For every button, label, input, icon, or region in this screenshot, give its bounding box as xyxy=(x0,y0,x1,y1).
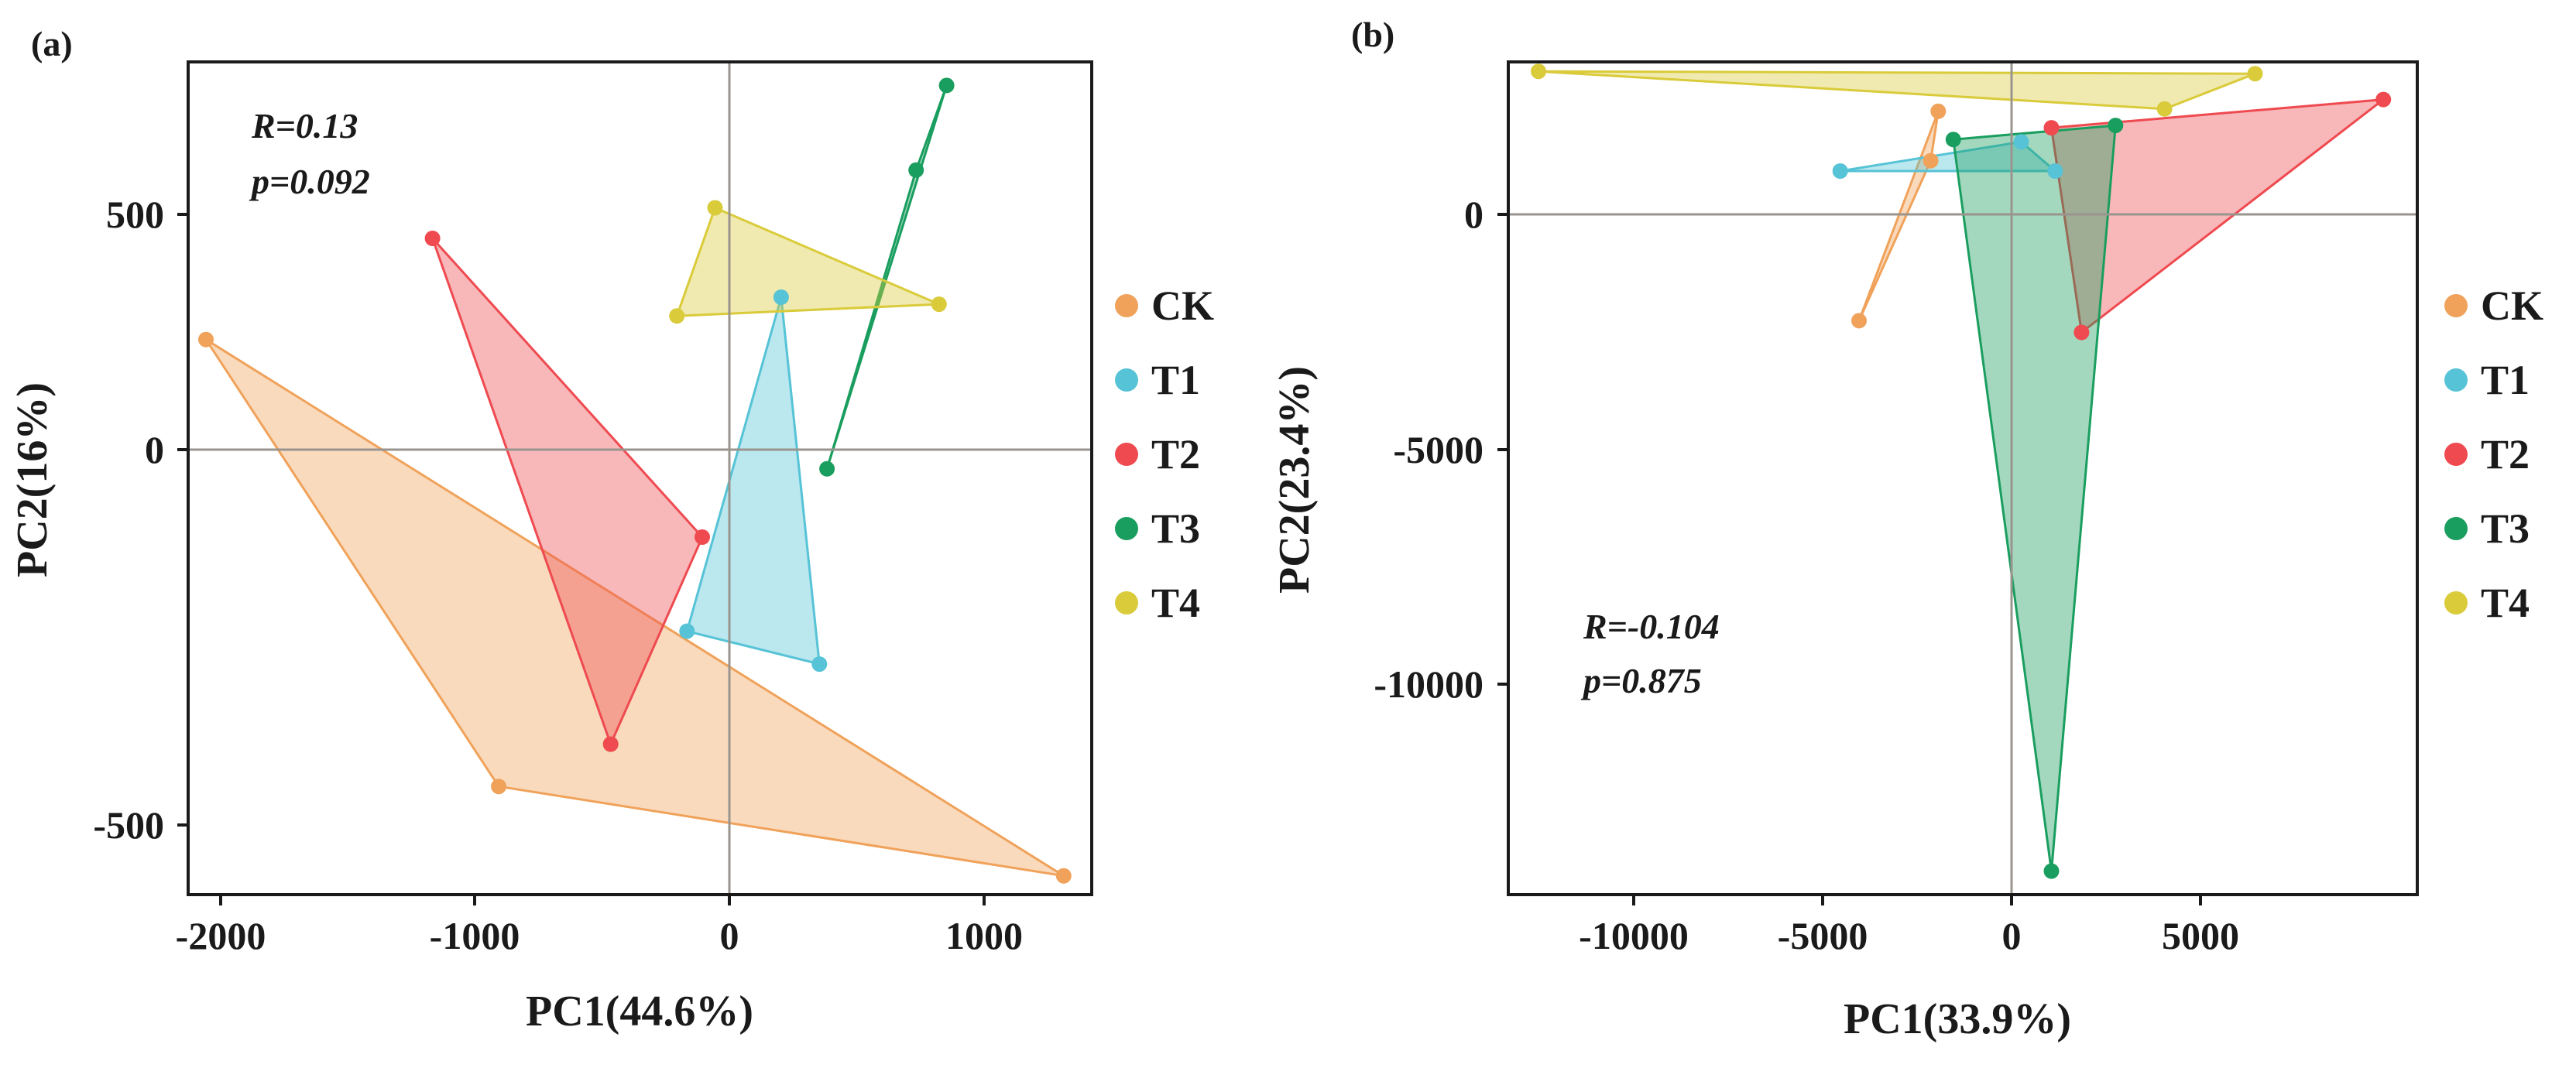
point-t2 xyxy=(2375,91,2392,108)
y-tick-label: -500 xyxy=(93,803,164,847)
hull-ck xyxy=(204,338,1065,878)
panel-b-hulls xyxy=(1537,70,2385,873)
point-t1 xyxy=(679,623,695,639)
point-t4 xyxy=(707,200,723,216)
panel-a-y-ticks: -500 0 500 xyxy=(93,193,188,847)
hull-t4 xyxy=(675,207,941,317)
x-tick-label: 0 xyxy=(720,914,739,957)
y-tick-label: 500 xyxy=(106,193,164,236)
panel-b-x-axis-title: PC1(33.9%) xyxy=(1844,995,2071,1043)
legend-label-t2: T2 xyxy=(1151,431,1200,478)
panel-b: (b) -10000 -5000 0 5000 -10000 -5000 0 P… xyxy=(1271,15,2543,1043)
legend-marker-t3 xyxy=(2444,517,2468,540)
point-t4 xyxy=(1531,63,1546,80)
panel-a-label: (a) xyxy=(31,24,73,63)
x-tick-label: 5000 xyxy=(2162,914,2239,957)
panel-b-points xyxy=(1531,63,2392,879)
hull-t4 xyxy=(1537,70,2256,111)
legend-label-t2: T2 xyxy=(2481,431,2530,478)
panel-b-p-value: p=0.875 xyxy=(1580,661,1702,700)
legend-label-ck: CK xyxy=(1151,282,1214,329)
panel-a-frame xyxy=(187,60,1093,896)
point-t2 xyxy=(602,736,619,752)
point-t4 xyxy=(2156,101,2173,117)
panel-a: (a) -2000 -1000 0 1000 -500 0 500 PC1(44… xyxy=(9,24,1214,1035)
hull-t2 xyxy=(2050,98,2385,334)
panel-b-legend: CK T1 T2 T3 T4 xyxy=(2444,282,2543,626)
legend-label-t4: T4 xyxy=(1151,580,1200,626)
x-tick-label: -2000 xyxy=(176,914,266,957)
panel-a-x-ticks: -2000 -1000 0 1000 xyxy=(176,895,1023,957)
point-ck xyxy=(491,779,507,795)
panel-a-x-axis-title: PC1(44.6%) xyxy=(526,988,753,1035)
x-tick-label: 1000 xyxy=(945,914,1023,957)
legend-marker-t3 xyxy=(1115,517,1138,540)
x-tick-label: -1000 xyxy=(430,914,520,957)
legend-label-t3: T3 xyxy=(2481,505,2530,552)
point-t1 xyxy=(2047,163,2063,179)
panel-a-points xyxy=(198,77,1072,884)
point-t4 xyxy=(2247,66,2263,82)
point-t2 xyxy=(2043,120,2060,136)
point-ck xyxy=(1851,313,1867,329)
panel-a-hulls xyxy=(204,84,1065,878)
point-t1 xyxy=(2013,134,2029,150)
panel-b-frame xyxy=(1507,60,2419,896)
point-t1 xyxy=(1832,163,1848,179)
point-ck xyxy=(1055,868,1072,884)
point-t3 xyxy=(1945,132,1961,148)
panel-b-y-axis-title: PC2(23.4%) xyxy=(1271,366,1319,594)
legend-label-t4: T4 xyxy=(2481,580,2530,626)
panel-b-y-ticks: -10000 -5000 0 xyxy=(1374,193,1508,706)
panel-a-legend: CK T1 T2 T3 T4 xyxy=(1115,282,1214,626)
point-ck xyxy=(1930,103,1947,119)
point-ck xyxy=(1923,152,1939,169)
legend-marker-ck xyxy=(2444,294,2468,317)
point-t3 xyxy=(908,162,924,178)
point-t1 xyxy=(811,656,828,673)
legend-marker-t4 xyxy=(2444,591,2468,614)
y-tick-label: -10000 xyxy=(1374,662,1484,706)
point-t2 xyxy=(424,231,441,246)
legend-marker-t2 xyxy=(2444,443,2468,466)
legend-marker-t1 xyxy=(1115,368,1138,392)
legend-marker-t4 xyxy=(1115,591,1138,614)
hull-t3 xyxy=(825,84,948,471)
point-t1 xyxy=(773,289,789,305)
legend-label-t3: T3 xyxy=(1151,505,1200,552)
panel-a-y-axis-title: PC2(16%) xyxy=(9,382,57,577)
panel-a-r-value: R=0.13 xyxy=(251,106,358,145)
panel-b-r-value: R=-0.104 xyxy=(1583,607,1720,646)
panel-a-p-value: p=0.092 xyxy=(249,162,370,201)
point-t3 xyxy=(2043,863,2060,879)
legend-label-ck: CK xyxy=(2481,282,2543,329)
legend-marker-ck xyxy=(1115,294,1138,317)
hull-t1 xyxy=(685,296,821,666)
point-t2 xyxy=(2073,324,2090,341)
point-t3 xyxy=(2108,118,2124,134)
panel-b-label: (b) xyxy=(1351,15,1394,54)
point-t3 xyxy=(938,77,955,94)
legend-label-t1: T1 xyxy=(1151,357,1200,403)
point-t4 xyxy=(931,296,947,313)
x-tick-label: 0 xyxy=(2002,914,2022,957)
legend-label-t1: T1 xyxy=(2481,357,2530,403)
x-tick-label: -5000 xyxy=(1778,914,1868,957)
point-t4 xyxy=(669,308,685,324)
hull-ck xyxy=(1857,110,1940,322)
hull-t2 xyxy=(431,237,704,745)
x-tick-label: -10000 xyxy=(1579,914,1689,957)
panel-b-x-ticks: -10000 -5000 0 5000 xyxy=(1579,895,2239,957)
point-t2 xyxy=(695,529,710,545)
legend-marker-t2 xyxy=(1115,443,1138,466)
point-t3 xyxy=(819,460,835,477)
point-ck xyxy=(198,331,214,347)
y-tick-label: -5000 xyxy=(1393,428,1484,471)
y-tick-label: 0 xyxy=(1464,193,1484,236)
legend-marker-t1 xyxy=(2444,368,2468,392)
y-tick-label: 0 xyxy=(145,428,164,471)
hull-t3 xyxy=(1952,124,2117,873)
